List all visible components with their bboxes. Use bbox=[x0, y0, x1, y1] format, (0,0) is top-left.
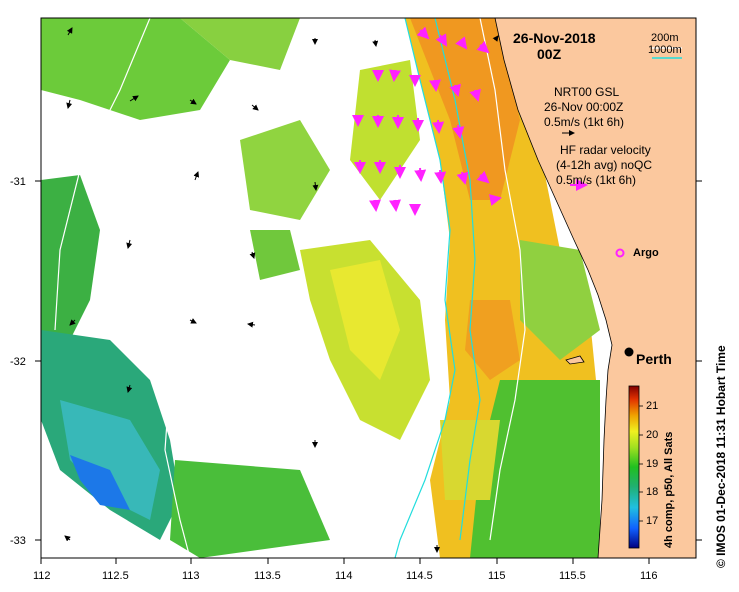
argo-marker bbox=[615, 248, 625, 258]
sst-field bbox=[41, 18, 600, 558]
map-time: 00Z bbox=[537, 46, 562, 62]
x-tick-114: 114 bbox=[335, 570, 353, 582]
perth-marker bbox=[624, 347, 634, 357]
map-date: 26-Nov-2018 bbox=[513, 30, 596, 46]
model-legend-line3: 0.5m/s (1kt 6h) bbox=[544, 115, 625, 129]
axis-ticks bbox=[35, 180, 702, 564]
x-tick-112-5: 112.5 bbox=[102, 570, 129, 582]
colorbar-tick-17: 17 bbox=[646, 515, 659, 527]
scale-200-label: 200m bbox=[651, 32, 679, 44]
model-legend-line1: NRT00 GSL bbox=[554, 85, 620, 99]
y-tick-32: -32 bbox=[10, 356, 26, 368]
x-tick-115-5: 115.5 bbox=[559, 570, 586, 582]
plot-frame bbox=[40, 17, 697, 559]
colorbar-tick-19: 19 bbox=[646, 458, 659, 470]
colorbar-tick-18: 18 bbox=[646, 486, 659, 498]
credit-text: © IMOS 01-Dec-2018 11:31 Hobart Time bbox=[714, 345, 728, 568]
x-tick-112: 112 bbox=[33, 570, 51, 582]
perth-label: Perth bbox=[636, 351, 672, 367]
colorbar-tick-21: 21 bbox=[646, 400, 659, 412]
argo-label: Argo bbox=[633, 247, 659, 259]
colorbar bbox=[628, 385, 640, 549]
rottnest-island bbox=[565, 355, 585, 365]
y-tick-33: -33 bbox=[10, 535, 26, 547]
colorbar-tick-20: 20 bbox=[646, 429, 659, 441]
x-tick-115: 115 bbox=[488, 570, 506, 582]
radar-legend-line1: HF radar velocity bbox=[560, 143, 651, 157]
radar-legend-line3: 0.5m/s (1kt 6h) bbox=[556, 173, 637, 187]
isobaths bbox=[54, 17, 526, 559]
scale-1000-label: 1000m bbox=[648, 44, 682, 56]
radar-legend-line2: (4-12h avg) noQC bbox=[556, 158, 653, 172]
colorbar-ticks bbox=[639, 405, 643, 522]
x-tick-116: 116 bbox=[640, 570, 658, 582]
model-legend-line2: 26-Nov 00:00Z bbox=[544, 100, 624, 114]
colorbar-title: 4h comp, p50, All Sats bbox=[663, 431, 675, 548]
radar-velocity-arrows bbox=[352, 26, 588, 216]
x-tick-113: 113 bbox=[182, 570, 200, 582]
y-tick-31: -31 bbox=[10, 176, 26, 188]
x-tick-113-5: 113.5 bbox=[254, 570, 281, 582]
x-tick-114-5: 114.5 bbox=[406, 570, 433, 582]
model-velocity-arrows bbox=[64, 27, 575, 553]
